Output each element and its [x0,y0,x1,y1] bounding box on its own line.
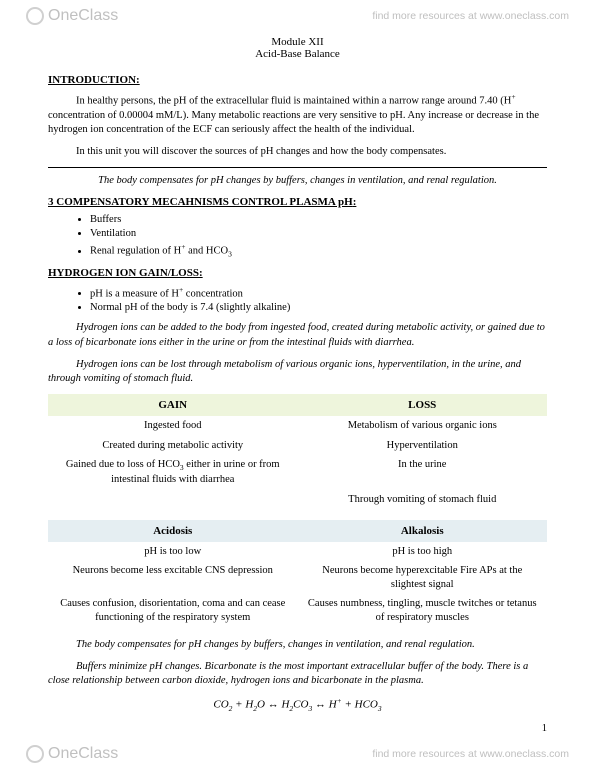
page-number: 1 [542,723,547,734]
acidosis-alkalosis-table: Acidosis Alkalosis pH is too low pH is t… [48,520,547,628]
table-cell: Causes numbness, tingling, muscle twitch… [298,594,548,627]
top-watermark-bar: OneClass find more resources at www.onec… [0,0,595,32]
col-acidosis: Acidosis [48,520,298,542]
mechanisms-list: Buffers Ventilation Renal regulation of … [90,214,547,259]
list-item: Renal regulation of H+ and HCO3 [90,242,547,259]
chemical-equation: CO2 + H2O ↔ H2CO3 ↔ H+ + HCO3 [48,696,547,713]
table-cell: Ingested food [48,416,298,436]
table-cell [48,490,298,510]
list-item: Normal pH of the body is 7.4 (slightly a… [90,302,547,313]
module-title: Module XII [48,36,547,48]
table-cell: Through vomiting of stomach fluid [298,490,548,510]
list-item: Ventilation [90,228,547,239]
loss-note: Hydrogen ions can be lost through metabo… [48,358,547,386]
brand-logo: OneClass [26,7,118,25]
table-cell: Created during metabolic activity [48,436,298,456]
table-cell: Gained due to loss of HCO3 either in uri… [48,455,298,489]
col-alkalosis: Alkalosis [298,520,548,542]
table-cell: In the urine [298,455,548,489]
hydrogen-list: pH is a measure of H+ concentration Norm… [90,285,547,314]
closing-buffers: Buffers minimize pH changes. Bicarbonate… [48,660,547,688]
brand-logo-bottom: OneClass [26,745,118,763]
gain-note: Hydrogen ions can be added to the body f… [48,321,547,349]
brand-name-bottom: OneClass [48,745,118,763]
divider-top [48,167,547,168]
gain-loss-table: GAIN LOSS Ingested food Metabolism of va… [48,394,547,509]
closing-summary: The body compensates for pH changes by b… [48,638,547,652]
table-cell: pH is too low [48,542,298,562]
table-cell: Causes confusion, disorientation, coma a… [48,594,298,627]
intro-summary: The body compensates for pH changes by b… [48,174,547,188]
intro-paragraph-2: In this unit you will discover the sourc… [48,145,547,159]
table-cell: Neurons become less excitable CNS depres… [48,561,298,594]
intro-paragraph-1: In healthy persons, the pH of the extrac… [48,92,547,137]
brand-tagline-top: find more resources at www.oneclass.com [372,10,569,22]
bottom-watermark-bar: OneClass find more resources at www.onec… [0,738,595,770]
list-item: Buffers [90,214,547,225]
section-mechanisms-heading: 3 COMPENSATORY MECAHNISMS CONTROL PLASMA… [48,196,547,208]
section-introduction-heading: INTRODUCTION: [48,74,547,86]
list-item: pH is a measure of H+ concentration [90,285,547,300]
col-loss: LOSS [298,394,548,416]
table-cell: pH is too high [298,542,548,562]
section-hydrogen-heading: HYDROGEN ION GAIN/LOSS: [48,267,547,279]
table-cell: Hyperventilation [298,436,548,456]
brand-name: OneClass [48,7,118,25]
logo-ring-icon [26,7,44,25]
col-gain: GAIN [48,394,298,416]
brand-tagline-bottom: find more resources at www.oneclass.com [372,748,569,760]
document-page: Module XII Acid-Base Balance INTRODUCTIO… [0,36,595,713]
module-topic: Acid-Base Balance [48,48,547,60]
table-cell: Neurons become hyperexcitable Fire APs a… [298,561,548,594]
logo-ring-icon [26,745,44,763]
table-cell: Metabolism of various organic ions [298,416,548,436]
